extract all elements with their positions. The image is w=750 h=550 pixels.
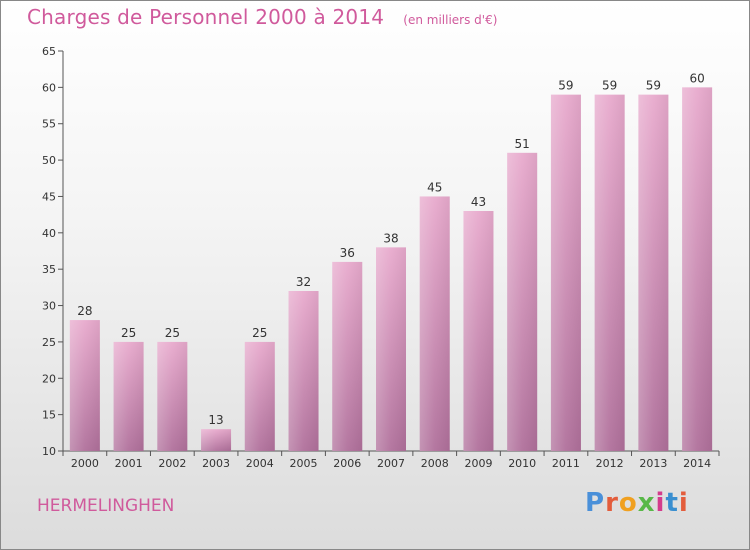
data-label: 13 xyxy=(208,413,223,427)
x-tick-label: 2013 xyxy=(639,457,667,470)
x-tick-label: 2001 xyxy=(115,457,143,470)
data-label: 36 xyxy=(340,246,355,260)
bar-highlight xyxy=(594,94,625,452)
x-tick-label: 2000 xyxy=(71,457,99,470)
y-tick-label: 20 xyxy=(42,372,56,385)
data-label: 38 xyxy=(383,231,398,245)
y-tick-label: 15 xyxy=(42,409,56,422)
bar-highlight xyxy=(157,341,188,451)
bar-highlight xyxy=(113,341,144,451)
bar-highlight xyxy=(507,152,538,451)
y-tick-label: 35 xyxy=(42,263,56,276)
chart-title-main: Charges de Personnel 2000 à 2014 xyxy=(27,5,385,29)
logo-letter: P xyxy=(585,488,606,518)
data-label: 45 xyxy=(427,180,442,194)
logo-letter: o xyxy=(618,488,638,518)
data-label: 43 xyxy=(471,195,486,209)
bar-highlight xyxy=(332,261,363,451)
bar-highlight xyxy=(419,196,450,451)
data-label: 59 xyxy=(602,79,617,93)
logo-letter: i xyxy=(678,488,689,518)
y-tick-label: 40 xyxy=(42,227,56,240)
data-label: 25 xyxy=(252,326,267,340)
logo-letter: i xyxy=(655,488,666,518)
proxiti-logo[interactable]: Proxiti xyxy=(585,488,689,518)
bar-highlight xyxy=(376,247,406,451)
y-tick-label: 30 xyxy=(42,300,56,313)
x-tick-label: 2003 xyxy=(202,457,230,470)
bar-highlight xyxy=(288,291,319,451)
bar-highlight xyxy=(201,429,232,451)
x-tick-label: 2002 xyxy=(158,457,186,470)
data-label: 25 xyxy=(121,326,136,340)
bar-highlight xyxy=(550,94,581,452)
x-tick-label: 2012 xyxy=(596,457,624,470)
data-label: 28 xyxy=(77,304,92,318)
logo-letter: x xyxy=(637,488,656,518)
x-tick-label: 2006 xyxy=(333,457,361,470)
y-tick-label: 50 xyxy=(42,154,56,167)
data-label: 60 xyxy=(689,71,704,85)
x-tick-label: 2011 xyxy=(552,457,580,470)
bar-highlight xyxy=(244,341,275,451)
y-tick-label: 65 xyxy=(42,45,56,58)
bars xyxy=(69,87,713,452)
data-label: 25 xyxy=(165,326,180,340)
y-tick-label: 45 xyxy=(42,190,56,203)
y-axis: 10 15 20 25 30 35 40 45 50 55 60 65 xyxy=(42,45,64,458)
data-label: 32 xyxy=(296,275,311,289)
commune-name: HERMELINGHEN xyxy=(37,496,175,516)
logo-letter: t xyxy=(665,488,679,518)
y-tick-label: 55 xyxy=(42,118,56,131)
x-tick-label: 2014 xyxy=(683,457,711,470)
y-tick-label: 25 xyxy=(42,336,56,349)
data-labels: 28 25 25 13 25 32 36 38 45 43 51 59 59 59 60 xyxy=(77,71,705,427)
data-label: 59 xyxy=(646,79,661,93)
x-tick-label: 2005 xyxy=(290,457,318,470)
y-tick-label: 60 xyxy=(42,81,56,94)
logo-letter: r xyxy=(605,488,619,518)
bar-highlight xyxy=(69,320,100,451)
x-tick-label: 2009 xyxy=(464,457,492,470)
bar-highlight xyxy=(463,211,494,451)
data-label: 59 xyxy=(558,79,573,93)
bar-highlight xyxy=(638,94,669,452)
bar-highlight xyxy=(682,87,713,451)
chart-title: Charges de Personnel 2000 à 2014 (en mil… xyxy=(27,5,497,29)
x-tick-label: 2007 xyxy=(377,457,405,470)
y-tick-label: 10 xyxy=(42,445,56,458)
chart-subtitle: (en milliers d'€) xyxy=(403,13,498,27)
data-label: 51 xyxy=(515,137,530,151)
x-tick-label: 2008 xyxy=(421,457,449,470)
x-axis: 2000 2001 2002 2003 2004 2005 2006 2007 2008 2009… xyxy=(62,450,720,470)
x-tick-label: 2004 xyxy=(246,457,274,470)
x-tick-label: 2010 xyxy=(508,457,536,470)
